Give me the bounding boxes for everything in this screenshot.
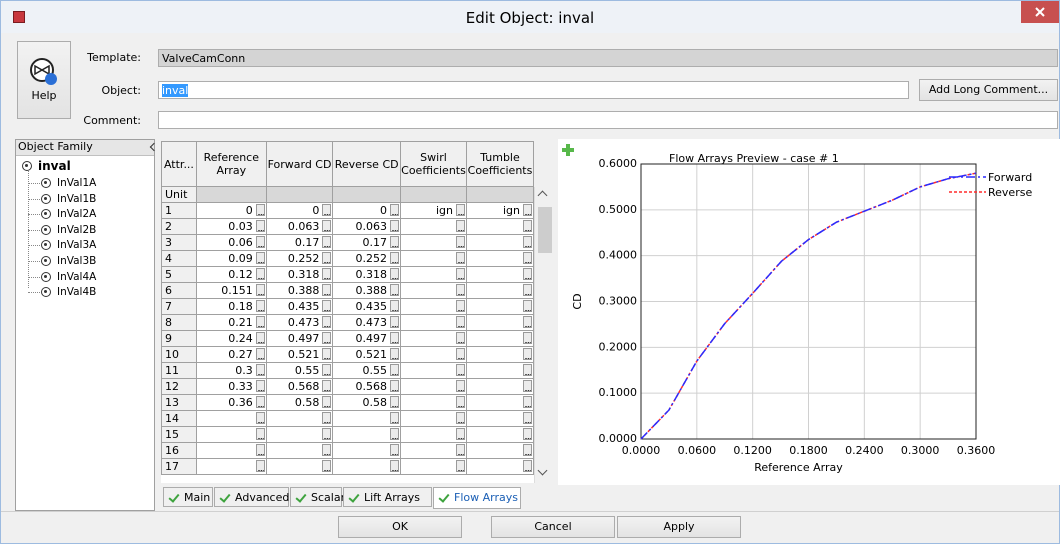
y-axis-label: CD [571,293,584,309]
y-tick-label: 0.5000 [599,203,638,216]
add-icon[interactable] [562,144,574,156]
y-tick-label: 0.3000 [599,295,638,308]
y-tick-label: 0.1000 [599,386,638,399]
x-tick-label: 0.3000 [901,444,940,457]
chart-title: Flow Arrays Preview - case # 1 [669,152,839,165]
y-tick-label: 0.2000 [599,340,638,353]
x-tick-label: 0.0000 [622,444,661,457]
x-tick-label: 0.1200 [733,444,772,457]
y-tick-label: 0.6000 [599,157,638,170]
chart: Flow Arrays Preview - case # 1 0.0000 0.10… [1,1,1059,543]
window: Edit Object: inval Help Template: ValveC… [0,0,1060,544]
y-tick-label: 0.4000 [599,249,638,262]
x-tick-label: 0.2400 [845,444,884,457]
x-tick-label: 0.0600 [678,444,717,457]
legend-label: Forward [988,171,1032,184]
legend-label: Reverse [988,186,1032,199]
x-axis-label: Reference Array [754,461,843,474]
x-tick-label: 0.3600 [957,444,996,457]
x-tick-label: 0.1800 [789,444,828,457]
